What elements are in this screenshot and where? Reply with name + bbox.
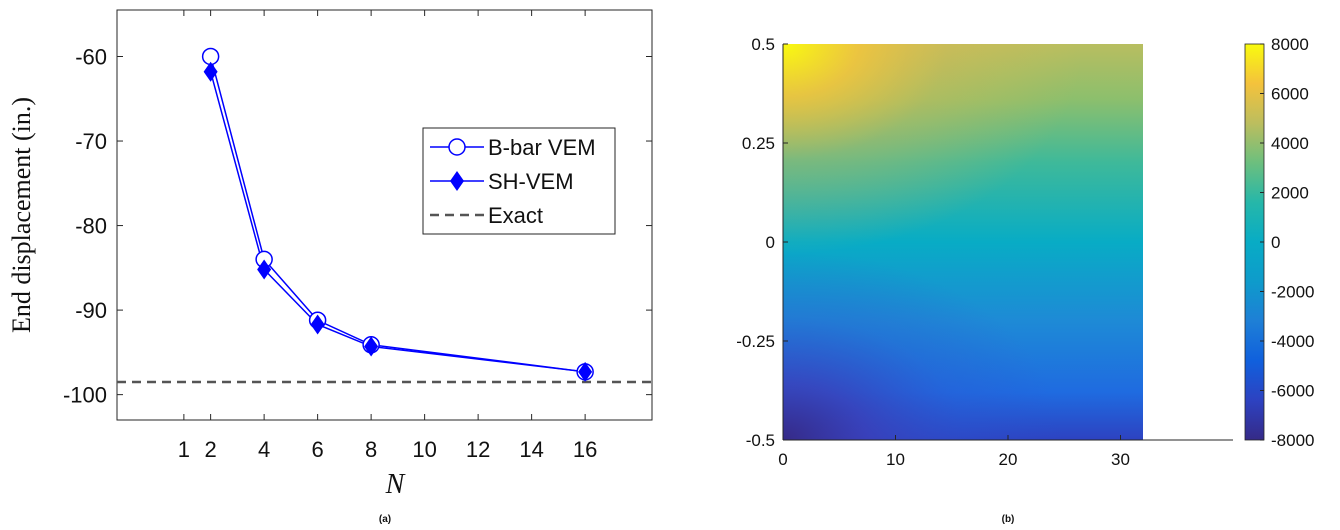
legend-label-sh: SH-VEM [488,169,574,194]
a-xtick-label: 6 [312,437,324,462]
colorbar-tick-label: -8000 [1271,431,1314,450]
b-xtick-label: 10 [886,450,905,469]
a-xtick-label: 12 [466,437,490,462]
a-ytick-label: -90 [75,298,107,323]
a-xtick-label: 16 [573,437,597,462]
a-ytick-label: -70 [75,129,107,154]
colorbar-tick-label: 0 [1271,233,1280,252]
b-ytick-label: 0.25 [742,134,775,153]
colorbar-tick-label: 6000 [1271,85,1309,104]
colorbar-ticks: 8000 6000 4000 2000 0 -2000 -4000 -6000 -8000 [1260,35,1314,450]
colorbar: 8000 6000 4000 2000 0 -2000 -4000 -6000 -8000 [1244,35,1314,450]
a-xtick-label: 1 [178,437,190,462]
colorbar-tick-label: 4000 [1271,134,1309,153]
a-xtick-label: 8 [365,437,377,462]
b-ytick-label: -0.5 [746,431,775,450]
panel-a-series [201,47,594,382]
sh-vem-point [257,259,272,280]
heatmap-high-region [783,44,1083,254]
sh-vem-point [310,314,325,335]
panel-a: -60 -70 -80 -90 -100 1 2 4 6 8 10 12 14 16 N End dis… [7,9,653,525]
sh-vem-point [578,361,593,382]
legend-label-exact: Exact [488,203,543,228]
colorbar-tick-label: 8000 [1271,35,1309,54]
a-xtick-label: 14 [519,437,543,462]
legend-marker-diamond [450,171,464,191]
panel-a-x-ticks: 1 2 4 6 8 10 12 14 16 [178,10,597,462]
colorbar-tick-label: -6000 [1271,382,1314,401]
colorbar-tick-label: -4000 [1271,332,1314,351]
panel-b-x-ticks: 0 10 20 30 [778,435,1130,469]
legend-label-bbar: B-bar VEM [488,135,596,160]
sh-vem-point [364,336,379,357]
a-ytick-label: -60 [75,44,107,69]
panel-a-y-ticks: -60 -70 -80 -90 -100 [63,44,652,408]
a-xtick-label: 2 [205,437,217,462]
colorbar-tick-label: -2000 [1271,283,1314,302]
panel-a-x-label: N [385,469,406,500]
a-ytick-label: -80 [75,214,107,239]
panel-b-y-ticks: 0.5 0.25 0 -0.25 -0.5 [736,35,788,450]
heatmap-field [783,44,1143,440]
colorbar-tick-label: 2000 [1271,184,1309,203]
b-xtick-label: 0 [778,450,787,469]
heatmap-low-region [783,250,1063,440]
b-xtick-label: 20 [999,450,1018,469]
b-ytick-label: 0 [766,233,775,252]
panel-b: 0.5 0.25 0 -0.25 -0.5 0 10 20 30 8000 6000 4000 20… [736,35,1314,525]
a-ytick-label: -100 [63,383,107,408]
panel-a-caption: (a) [379,514,391,525]
a-xtick-label: 10 [412,437,436,462]
b-xtick-label: 30 [1111,450,1130,469]
b-ytick-label: 0.5 [751,35,775,54]
a-xtick-label: 4 [258,437,270,462]
panel-a-y-label: End displacement (in.) [7,97,36,333]
b-ytick-label: -0.25 [736,332,775,351]
legend-marker-circle [448,138,466,156]
sh-vem-point [203,61,218,82]
legend: B-bar VEM SH-VEM Exact [422,127,616,235]
panel-b-caption: (b) [1002,514,1015,525]
